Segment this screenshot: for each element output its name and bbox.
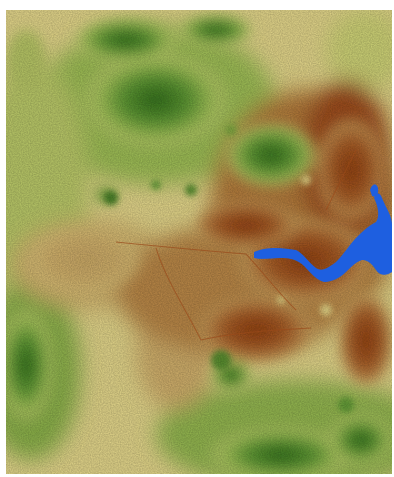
drainage-lines xyxy=(115,149,357,341)
water-body xyxy=(254,184,392,282)
elevation-map[interactable] xyxy=(6,10,392,474)
